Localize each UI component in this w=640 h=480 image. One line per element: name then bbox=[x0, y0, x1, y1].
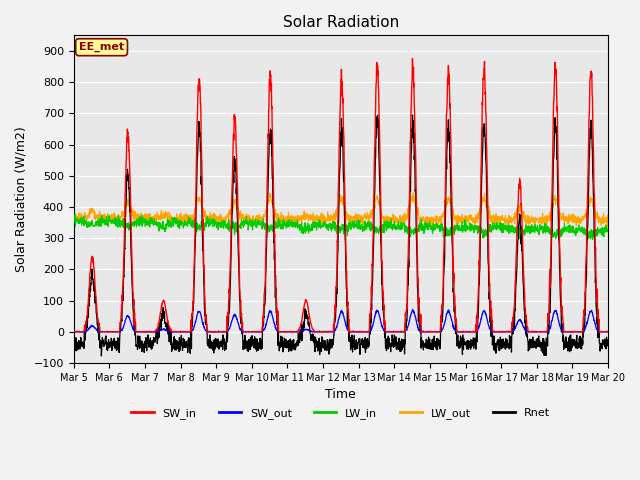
Line: LW_in: LW_in bbox=[74, 214, 608, 240]
SW_out bbox=[604, 329, 612, 335]
SW_out bbox=[572, 329, 580, 335]
LW_out bbox=[557, 216, 565, 222]
SW_out bbox=[70, 329, 77, 335]
SW_in bbox=[604, 329, 612, 335]
Rnet bbox=[368, 293, 376, 299]
Rnet bbox=[219, 332, 227, 338]
SW_in bbox=[408, 56, 416, 61]
SW_in bbox=[557, 285, 565, 291]
LW_in bbox=[589, 237, 596, 242]
Rnet bbox=[557, 312, 565, 318]
SW_in bbox=[219, 329, 227, 335]
Line: SW_out: SW_out bbox=[74, 310, 608, 332]
LW_out bbox=[497, 217, 504, 223]
Line: LW_out: LW_out bbox=[74, 192, 608, 228]
SW_in bbox=[572, 329, 580, 335]
LW_in bbox=[356, 223, 364, 229]
Rnet bbox=[97, 353, 105, 359]
SW_out bbox=[368, 326, 376, 332]
SW_out bbox=[356, 328, 364, 334]
SW_in bbox=[496, 329, 504, 335]
LW_out bbox=[70, 215, 77, 220]
LW_out bbox=[424, 226, 431, 231]
LW_in bbox=[70, 220, 77, 226]
LW_in bbox=[604, 226, 612, 232]
Title: Solar Radiation: Solar Radiation bbox=[283, 15, 399, 30]
SW_out bbox=[219, 329, 227, 335]
Rnet bbox=[604, 342, 612, 348]
LW_out bbox=[604, 218, 612, 224]
SW_out bbox=[496, 329, 504, 335]
SW_in bbox=[368, 292, 376, 298]
SW_out bbox=[408, 307, 416, 312]
Rnet bbox=[70, 342, 77, 348]
LW_in bbox=[219, 219, 227, 225]
LW_out bbox=[572, 221, 580, 227]
LW_out bbox=[410, 190, 417, 195]
Text: EE_met: EE_met bbox=[79, 42, 124, 52]
SW_out bbox=[557, 325, 565, 331]
LW_in bbox=[71, 211, 79, 217]
X-axis label: Time: Time bbox=[326, 388, 356, 401]
Rnet bbox=[408, 112, 416, 118]
LW_in bbox=[368, 221, 376, 227]
LW_in bbox=[496, 223, 504, 228]
SW_in bbox=[356, 329, 364, 335]
Line: SW_in: SW_in bbox=[74, 59, 608, 332]
Legend: SW_in, SW_out, LW_in, LW_out, Rnet: SW_in, SW_out, LW_in, LW_out, Rnet bbox=[127, 403, 555, 423]
SW_in bbox=[70, 329, 77, 335]
LW_out bbox=[368, 214, 376, 220]
Rnet bbox=[356, 342, 364, 348]
LW_in bbox=[557, 228, 565, 234]
LW_out bbox=[219, 216, 227, 222]
Line: Rnet: Rnet bbox=[74, 115, 608, 356]
Rnet bbox=[572, 340, 580, 346]
Rnet bbox=[497, 334, 504, 340]
LW_out bbox=[356, 215, 364, 221]
LW_in bbox=[572, 233, 580, 239]
Y-axis label: Solar Radiation (W/m2): Solar Radiation (W/m2) bbox=[15, 126, 28, 272]
